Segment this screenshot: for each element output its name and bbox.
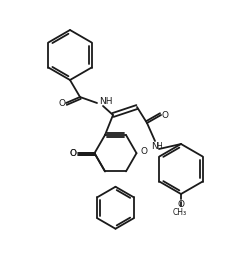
Text: CH₃: CH₃ <box>173 208 187 217</box>
Text: O: O <box>70 149 77 158</box>
Text: O: O <box>69 149 76 158</box>
Text: O: O <box>140 147 148 156</box>
Text: N: N <box>151 142 158 151</box>
Text: O: O <box>178 200 184 209</box>
Text: NH: NH <box>99 96 112 106</box>
Text: H: H <box>156 142 162 151</box>
Text: O: O <box>58 99 65 107</box>
Text: O: O <box>162 110 169 120</box>
